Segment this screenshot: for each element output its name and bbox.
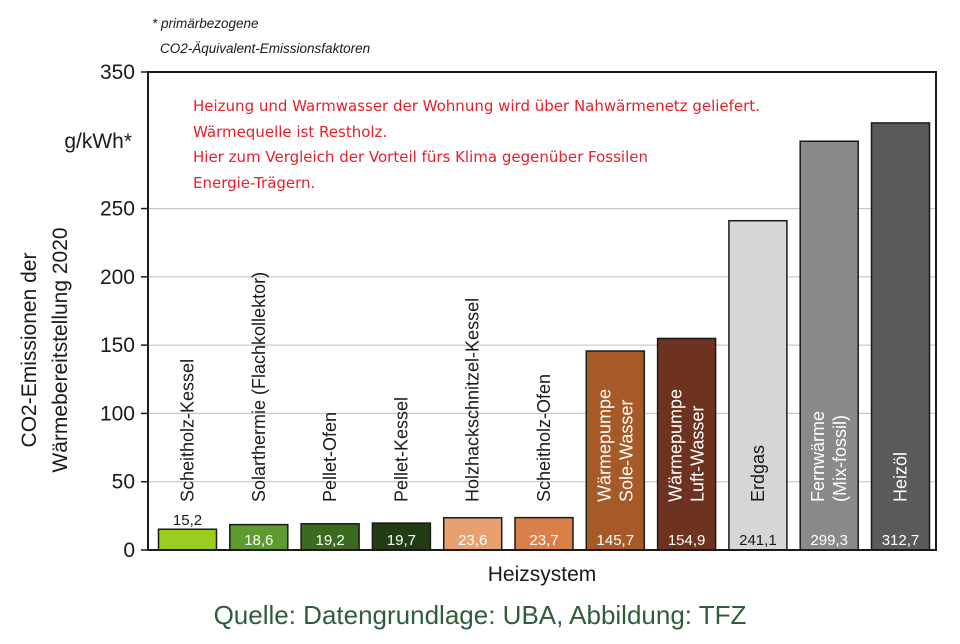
bar-group: 312,7 Heizöl	[870, 122, 931, 551]
bar-value-label: 299,3	[810, 532, 848, 549]
bar-category-label: Holzhackschnitzel-Kessel	[463, 298, 483, 502]
bar-category-label: Erdgas	[748, 445, 768, 502]
y-tick-label: 0	[123, 539, 135, 562]
y-tick-label: 250	[100, 198, 135, 221]
plot-frame	[147, 71, 937, 551]
bar	[442, 517, 503, 551]
footnote-line-1: * primärbezogene	[152, 16, 259, 31]
y-axis-title-line-1: CO2-Emissionen der	[18, 253, 41, 448]
bar-category-label: Solarthermie (Flachkollektor)	[249, 272, 269, 502]
bar	[157, 528, 218, 551]
bar-category-label: Scheitholz-Ofen	[534, 374, 554, 502]
annotation-line-4: Energie-Trägern.	[193, 173, 316, 192]
bar-category-label: Fernwärme	[808, 411, 828, 502]
bar	[870, 122, 931, 551]
annotation-text: Heizung und Warmwasser der Wohnung wird …	[193, 94, 873, 196]
bar-group: 19,2 Pellet-Ofen	[300, 412, 360, 551]
bar-category-label: Heizöl	[891, 452, 911, 502]
bar-group: 15,2 Scheitholz-Kessel	[157, 359, 218, 551]
y-tick-label: 150	[100, 334, 135, 357]
bar-group: 18,6 Solarthermie (Flachkollektor)	[229, 272, 289, 551]
bar-value-label: 154,9	[668, 532, 706, 549]
bar-value-label: 18,6	[244, 532, 273, 549]
bar-group: 23,7 Scheitholz-Ofen	[514, 374, 574, 551]
bar-category-label: Sole-Wasser	[616, 400, 636, 502]
y-axis-title-line-2: Wärmebereitstellung 2020	[49, 227, 72, 472]
bar-category-label: Pellet-Ofen	[320, 412, 340, 502]
bar-value-label: 19,7	[387, 532, 416, 549]
bar-group: 299,3 Fernwärme (Mix-fossil)	[799, 140, 859, 551]
annotation-line-1: Heizung und Warmwasser der Wohnung wird …	[193, 97, 760, 115]
bar-value-label: 145,7	[597, 532, 635, 549]
y-tick-label: 200	[100, 266, 135, 289]
bar	[585, 350, 646, 551]
bar	[656, 337, 717, 551]
x-axis-title: Heizsystem	[488, 563, 597, 586]
bar-group: 154,9 Wärmepumpe Luft-Wasser	[656, 337, 717, 551]
y-axis-ticks: 0 50 100 150 200 250 350	[100, 61, 148, 562]
y-tick-label: 350	[100, 61, 135, 84]
y-axis-unit: g/kWh*	[64, 130, 132, 153]
y-tick-label: 100	[100, 402, 135, 425]
annotation-line-3: Hier zum Vergleich der Vorteil fürs Klim…	[193, 148, 648, 166]
bar-group: 241,1 Erdgas	[728, 219, 788, 551]
bar-category-label: Wärmepumpe	[594, 389, 614, 502]
bar-value-label: 23,6	[458, 532, 487, 549]
bar	[371, 522, 432, 551]
footnote-line-2: CO2-Äquivalent-Emissionsfaktoren	[160, 41, 370, 56]
bar-group: 19,7 Pellet-Kessel	[371, 397, 432, 551]
bar-chart: * primärbezogene CO2-Äquivalent-Emission…	[18, 16, 937, 586]
source-credit: Quelle: Datengrundlage: UBA, Abbildung: …	[213, 600, 747, 630]
bar-value-label: 241,1	[739, 532, 777, 549]
bar	[799, 140, 859, 551]
annotation-line-2: Wärmequelle ist Restholz.	[193, 122, 388, 141]
bar-value-label: 23,7	[529, 532, 558, 549]
bar-category-label: Pellet-Kessel	[391, 397, 411, 502]
bar	[514, 516, 574, 551]
bar-group: 23,6 Holzhackschnitzel-Kessel	[442, 298, 503, 551]
bar-category-label: Wärmepumpe	[666, 389, 686, 502]
bar	[229, 523, 289, 551]
bar-group: 145,7 Wärmepumpe Sole-Wasser	[585, 350, 646, 551]
bar-value-label: 19,2	[315, 532, 344, 549]
bar-category-label: Luft-Wasser	[688, 406, 708, 502]
bar-value-label: 15,2	[173, 512, 202, 529]
bars: 15,2 Scheitholz-Kessel 18,6 Solarthermie (F…	[157, 122, 931, 551]
bar-value-label: 312,7	[882, 532, 920, 549]
bar-category-label: (Mix-fossil)	[830, 415, 850, 502]
y-tick-label: 50	[112, 471, 135, 494]
bar-category-label: Scheitholz-Kessel	[178, 359, 198, 502]
